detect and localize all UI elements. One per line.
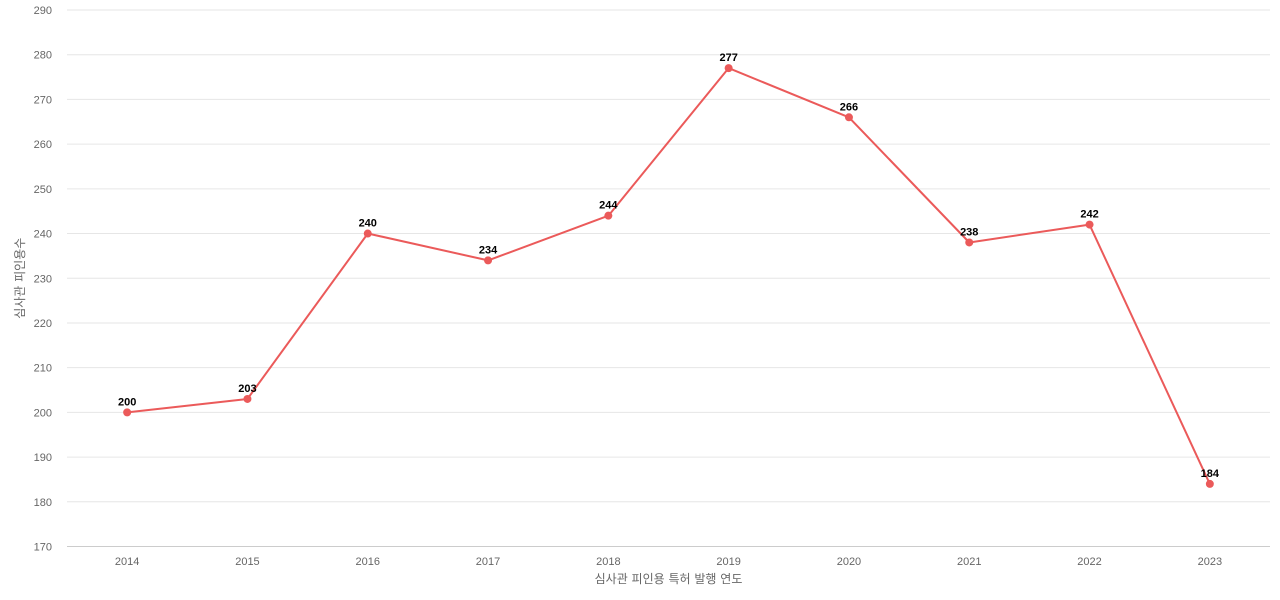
data-label: 244 bbox=[599, 200, 618, 212]
y-tick-label: 230 bbox=[34, 273, 52, 285]
data-label: 200 bbox=[118, 396, 136, 408]
y-axis-title: 심사관 피인용수 bbox=[13, 238, 27, 319]
y-tick-label: 270 bbox=[34, 94, 52, 106]
data-label: 266 bbox=[840, 101, 858, 113]
x-axis-title: 심사관 피인용 특허 발행 연도 bbox=[595, 571, 743, 586]
series-line bbox=[123, 64, 1214, 488]
y-tick-label: 200 bbox=[34, 407, 52, 419]
data-point[interactable] bbox=[243, 394, 252, 403]
y-tick-label: 240 bbox=[34, 229, 52, 241]
data-point[interactable] bbox=[1205, 479, 1214, 488]
data-point[interactable] bbox=[363, 229, 372, 238]
x-tick-label: 2015 bbox=[235, 556, 259, 568]
y-tick-label: 170 bbox=[34, 542, 52, 554]
data-point[interactable] bbox=[123, 408, 132, 417]
x-tick-label: 2016 bbox=[356, 556, 380, 568]
data-label: 203 bbox=[238, 383, 256, 395]
data-point[interactable] bbox=[1085, 220, 1094, 229]
data-point[interactable] bbox=[724, 64, 733, 73]
y-tick-label: 180 bbox=[34, 497, 52, 509]
grid-lines bbox=[67, 9, 1270, 547]
x-tick-label: 2021 bbox=[957, 556, 981, 568]
x-tick-label: 2018 bbox=[596, 556, 620, 568]
y-axis-ticks: 170 180 190 200 210 220 230 240 250 260 270 280 290 bbox=[34, 5, 52, 554]
y-tick-label: 250 bbox=[34, 184, 52, 196]
x-tick-label: 2020 bbox=[837, 556, 861, 568]
data-point[interactable] bbox=[965, 238, 974, 247]
data-label: 234 bbox=[479, 244, 498, 256]
x-tick-label: 2023 bbox=[1198, 556, 1222, 568]
x-tick-label: 2017 bbox=[476, 556, 500, 568]
y-tick-label: 260 bbox=[34, 139, 52, 151]
data-labels: 200 203 240 234 244 277 266 238 242 184 bbox=[118, 52, 1220, 480]
x-tick-label: 2014 bbox=[115, 556, 139, 568]
data-label: 238 bbox=[960, 226, 978, 238]
data-point[interactable] bbox=[484, 256, 493, 265]
data-point[interactable] bbox=[604, 211, 613, 220]
y-tick-label: 210 bbox=[34, 363, 52, 375]
y-tick-label: 220 bbox=[34, 318, 52, 330]
x-axis-ticks: 2014 2015 2016 2017 2018 2019 2020 2021 2022 2023 bbox=[115, 556, 1222, 568]
x-tick-label: 2019 bbox=[716, 556, 740, 568]
y-tick-label: 190 bbox=[34, 452, 52, 464]
y-tick-label: 280 bbox=[34, 50, 52, 62]
data-label: 240 bbox=[359, 218, 377, 230]
data-point[interactable] bbox=[844, 113, 853, 122]
y-tick-label: 290 bbox=[34, 5, 52, 17]
data-label: 277 bbox=[719, 52, 737, 64]
x-tick-label: 2022 bbox=[1077, 556, 1101, 568]
series-line-path bbox=[127, 67, 1211, 485]
data-label: 242 bbox=[1080, 209, 1098, 221]
data-label: 184 bbox=[1201, 468, 1220, 480]
